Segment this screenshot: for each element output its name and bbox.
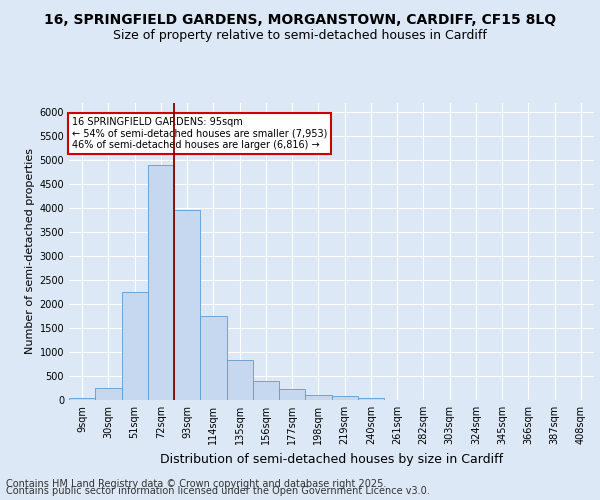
Bar [331,396,358,400]
Bar [121,292,148,400]
Bar [305,394,331,400]
X-axis label: Distribution of semi-detached houses by size in Cardiff: Distribution of semi-detached houses by … [160,452,503,466]
Text: 16, SPRINGFIELD GARDENS, MORGANSTOWN, CARDIFF, CF15 8LQ: 16, SPRINGFIELD GARDENS, MORGANSTOWN, CA… [44,12,556,26]
Bar [227,360,253,400]
Bar [200,316,227,400]
Bar [69,398,95,400]
Bar [358,398,384,400]
Y-axis label: Number of semi-detached properties: Number of semi-detached properties [25,148,35,354]
Bar [95,388,121,400]
Text: Contains public sector information licensed under the Open Government Licence v3: Contains public sector information licen… [6,486,430,496]
Text: 16 SPRINGFIELD GARDENS: 95sqm
← 54% of semi-detached houses are smaller (7,953)
: 16 SPRINGFIELD GARDENS: 95sqm ← 54% of s… [71,117,327,150]
Bar [253,381,279,400]
Text: Size of property relative to semi-detached houses in Cardiff: Size of property relative to semi-detach… [113,29,487,42]
Bar [279,390,305,400]
Text: Contains HM Land Registry data © Crown copyright and database right 2025.: Contains HM Land Registry data © Crown c… [6,479,386,489]
Bar [174,210,200,400]
Bar [148,165,174,400]
